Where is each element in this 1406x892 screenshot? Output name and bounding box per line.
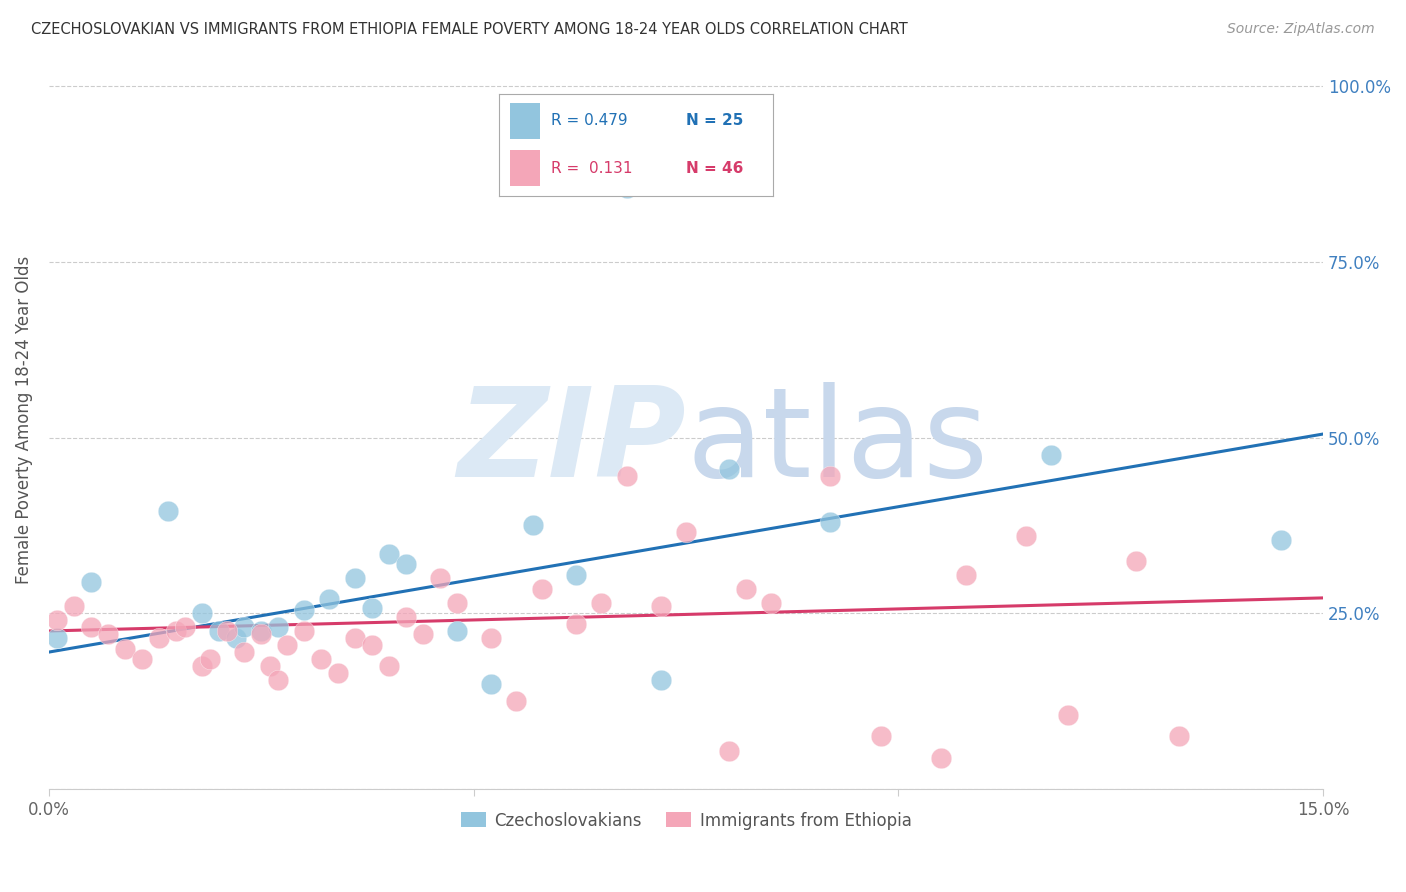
Bar [510,150,540,186]
Point [675,525,697,540]
Point [591,596,613,610]
Point [522,518,544,533]
Point [1167,730,1189,744]
Point [173,620,195,634]
Point [955,567,977,582]
Point [564,616,586,631]
Point [225,631,247,645]
Text: atlas: atlas [686,382,988,502]
Point [343,631,366,645]
Point [717,743,740,757]
Point [870,730,893,744]
Point [80,620,103,634]
Point [377,659,399,673]
Point [309,652,332,666]
Point [1270,533,1292,547]
Point [530,582,553,596]
Point [929,750,952,764]
Point [429,571,451,585]
Point [616,181,638,195]
Point [250,624,273,638]
Point [505,694,527,708]
Point [208,624,231,638]
Point [650,599,672,614]
Y-axis label: Female Poverty Among 18-24 Year Olds: Female Poverty Among 18-24 Year Olds [15,256,32,584]
Point [616,469,638,483]
Point [233,645,256,659]
Point [217,624,239,638]
Bar [510,103,540,139]
Point [148,631,170,645]
Point [250,627,273,641]
Point [395,610,418,624]
Point [114,641,136,656]
Point [412,627,434,641]
Point [200,652,222,666]
Text: R =  0.131: R = 0.131 [551,161,633,176]
Point [820,469,842,483]
Text: ZIP: ZIP [457,382,686,502]
Text: Source: ZipAtlas.com: Source: ZipAtlas.com [1227,22,1375,37]
Point [360,638,382,652]
Point [377,547,399,561]
Point [131,652,153,666]
Text: N = 46: N = 46 [686,161,742,176]
Point [446,624,468,638]
Point [395,557,418,571]
Point [360,600,382,615]
Text: CZECHOSLOVAKIAN VS IMMIGRANTS FROM ETHIOPIA FEMALE POVERTY AMONG 18-24 YEAR OLDS: CZECHOSLOVAKIAN VS IMMIGRANTS FROM ETHIO… [31,22,908,37]
Point [267,620,290,634]
Point [479,631,502,645]
Point [165,624,187,638]
Point [446,596,468,610]
Point [1057,708,1080,723]
Point [650,673,672,688]
Point [156,504,179,518]
Point [80,574,103,589]
Point [820,515,842,529]
Point [1040,448,1063,462]
Point [318,592,340,607]
Point [276,638,298,652]
Point [326,666,349,681]
Point [191,607,214,621]
Point [292,624,315,638]
Point [1015,529,1038,543]
Point [1125,554,1147,568]
Point [97,627,120,641]
Point [46,631,69,645]
Point [46,614,69,628]
Text: R = 0.479: R = 0.479 [551,113,628,128]
Point [63,599,86,614]
Point [734,582,756,596]
Point [267,673,290,688]
Point [717,462,740,476]
Legend: Czechoslovakians, Immigrants from Ethiopia: Czechoslovakians, Immigrants from Ethiop… [454,805,918,837]
Point [191,659,214,673]
Point [233,620,256,634]
Point [292,603,315,617]
Point [564,567,586,582]
Point [759,596,782,610]
Text: N = 25: N = 25 [686,113,742,128]
Point [479,676,502,690]
Point [343,571,366,585]
Point [259,659,281,673]
